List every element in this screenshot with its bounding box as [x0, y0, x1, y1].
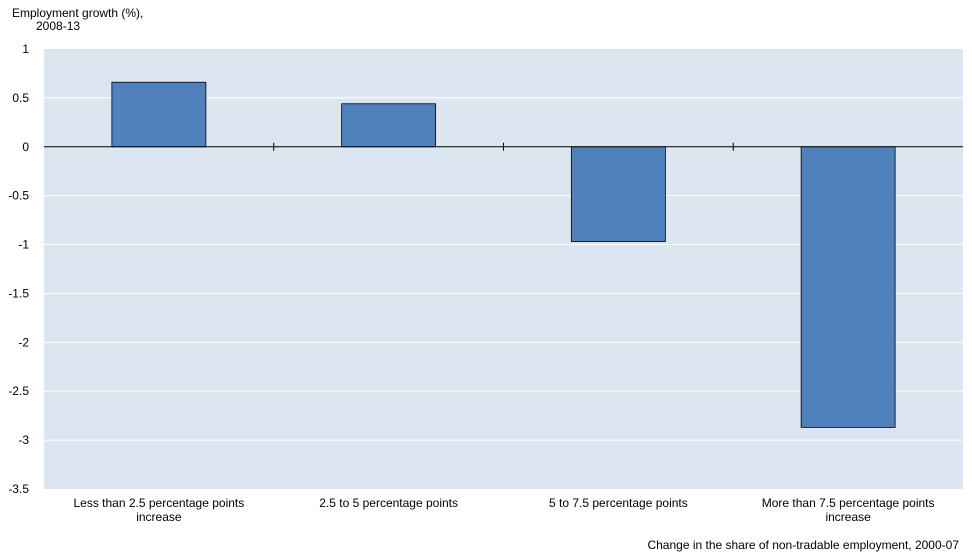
bar	[341, 103, 437, 148]
category-label: 5 to 7.5 percentage points	[549, 496, 688, 510]
y-tick-label: 1	[22, 42, 29, 56]
y-tick-label: -1	[18, 238, 29, 252]
y-tick-label: 0	[22, 140, 29, 154]
y-tick-label: -3.5	[8, 482, 29, 496]
x-axis-title: Change in the share of non-tradable empl…	[647, 538, 959, 552]
category-label: increase	[825, 510, 871, 524]
category-label: Less than 2.5 percentage points	[73, 496, 244, 510]
y-tick-label: 0.5	[12, 91, 29, 105]
bars	[111, 81, 896, 428]
category-label: More than 7.5 percentage points	[762, 496, 935, 510]
bar	[800, 146, 896, 428]
y-tick-label: -2	[18, 335, 29, 349]
y-tick-label: -2.5	[8, 384, 29, 398]
y-tick-label: -0.5	[8, 189, 29, 203]
y-tick-label: -1.5	[8, 286, 29, 300]
y-axis-title-line-2: 2008-13	[36, 19, 80, 33]
category-label: 2.5 to 5 percentage points	[319, 496, 458, 510]
category-label: increase	[136, 510, 182, 524]
y-axis-title-line-1: Employment growth (%),	[12, 6, 143, 20]
bar	[570, 146, 666, 243]
bar	[111, 81, 207, 148]
axes	[44, 142, 963, 151]
labels: 1 0.5 0 -0.5 -1 -1.5 -2 -2.5 -3 -3.5 Less than 2.5…	[8, 42, 934, 524]
y-tick-label: -3	[18, 433, 29, 447]
